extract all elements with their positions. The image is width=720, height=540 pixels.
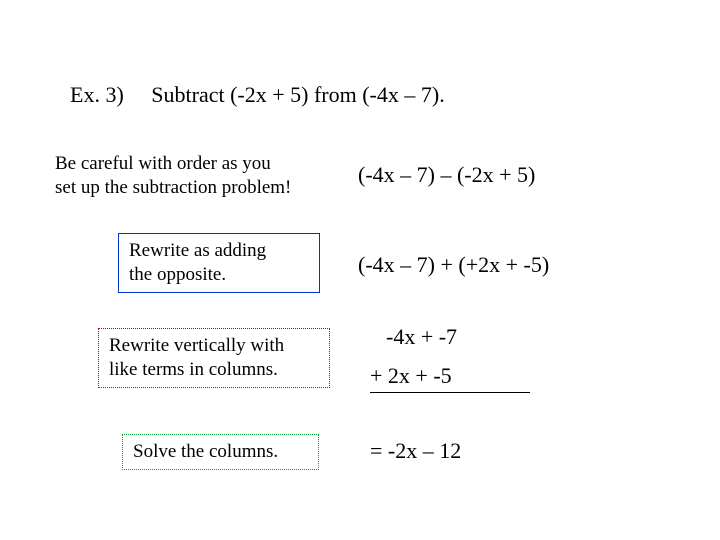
blue-line2: the opposite. (129, 263, 309, 287)
expression-setup: (-4x – 7) – (-2x + 5) (358, 162, 535, 188)
green-text: Solve the columns. (133, 440, 308, 464)
step-solve-columns: Solve the columns. (122, 434, 319, 470)
red-line2: like terms in columns. (109, 358, 319, 382)
vertical-underline (370, 392, 530, 393)
careful-line2: set up the subtraction problem! (55, 176, 335, 200)
step-rewrite-opposite: Rewrite as adding the opposite. (118, 233, 320, 293)
vertical-line1: -4x + -7 (386, 324, 457, 350)
red-line1: Rewrite vertically with (109, 334, 319, 358)
careful-note: Be careful with order as you set up the … (55, 152, 335, 200)
step-rewrite-vertical: Rewrite vertically with like terms in co… (98, 328, 330, 388)
expression-opposite: (-4x – 7) + (+2x + -5) (358, 252, 549, 278)
example-title: Ex. 3) Subtract (-2x + 5) from (-4x – 7)… (70, 82, 445, 108)
example-label: Ex. 3) (70, 82, 124, 108)
blue-line1: Rewrite as adding (129, 239, 309, 263)
example-text: Subtract (-2x + 5) from (-4x – 7). (151, 82, 444, 108)
vertical-line2: + 2x + -5 (370, 363, 452, 389)
result-expression: = -2x – 12 (370, 438, 461, 464)
careful-line1: Be careful with order as you (55, 152, 335, 176)
